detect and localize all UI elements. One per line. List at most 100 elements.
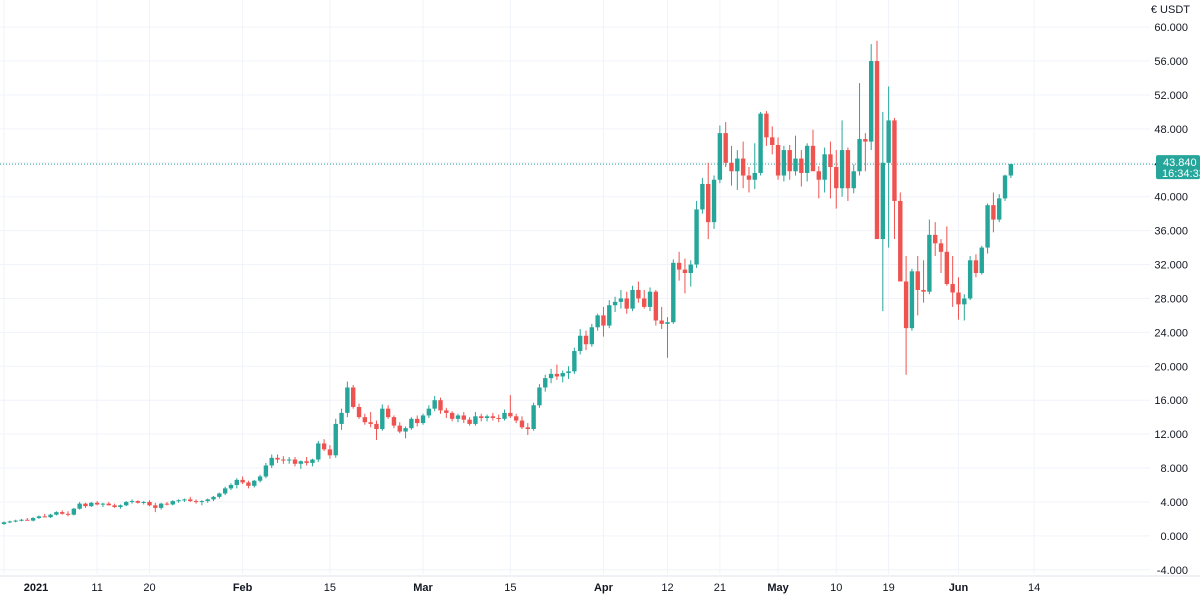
candle[interactable] bbox=[723, 122, 728, 168]
candle[interactable] bbox=[857, 83, 862, 176]
candle[interactable] bbox=[770, 126, 775, 155]
candle[interactable] bbox=[944, 226, 950, 286]
candle[interactable] bbox=[124, 501, 129, 507]
candle[interactable] bbox=[589, 323, 595, 347]
candle[interactable] bbox=[234, 478, 239, 489]
candle[interactable] bbox=[426, 405, 432, 418]
candle[interactable] bbox=[182, 498, 187, 502]
candle[interactable] bbox=[554, 364, 560, 380]
candle[interactable] bbox=[327, 445, 333, 459]
candle[interactable] bbox=[973, 254, 979, 278]
candle[interactable] bbox=[164, 501, 170, 506]
currency-label[interactable]: € USDT bbox=[1151, 4, 1190, 16]
candle[interactable] bbox=[839, 120, 845, 197]
candle[interactable] bbox=[845, 147, 851, 201]
candle[interactable] bbox=[385, 405, 391, 419]
candle[interactable] bbox=[415, 415, 420, 427]
candle[interactable] bbox=[647, 287, 653, 312]
candle[interactable] bbox=[729, 145, 734, 186]
candle[interactable] bbox=[77, 501, 82, 510]
candle[interactable] bbox=[304, 456, 309, 466]
candle[interactable] bbox=[1008, 163, 1014, 179]
candle[interactable] bbox=[240, 476, 245, 485]
candle[interactable] bbox=[193, 499, 199, 504]
candle[interactable] bbox=[321, 439, 327, 452]
candle[interactable] bbox=[618, 289, 624, 309]
candle[interactable] bbox=[19, 518, 24, 522]
candle[interactable] bbox=[362, 413, 368, 425]
candle[interactable] bbox=[222, 486, 228, 496]
candle[interactable] bbox=[764, 111, 769, 146]
candle[interactable] bbox=[519, 416, 525, 430]
candle[interactable] bbox=[601, 306, 606, 337]
candle[interactable] bbox=[851, 164, 856, 194]
candle[interactable] bbox=[706, 162, 711, 240]
candle[interactable] bbox=[822, 147, 827, 193]
candle[interactable] bbox=[345, 381, 350, 418]
candle[interactable] bbox=[886, 86, 891, 248]
candle[interactable] bbox=[374, 420, 379, 441]
candle[interactable] bbox=[624, 291, 629, 314]
candle[interactable] bbox=[962, 294, 967, 321]
candle[interactable] bbox=[147, 500, 152, 507]
candle[interactable] bbox=[746, 167, 752, 193]
candle[interactable] bbox=[42, 513, 47, 518]
candle[interactable] bbox=[106, 501, 111, 506]
candle[interactable] bbox=[513, 413, 519, 424]
candle[interactable] bbox=[898, 192, 903, 282]
candle[interactable] bbox=[25, 518, 30, 521]
candle[interactable] bbox=[444, 407, 449, 418]
candle[interactable] bbox=[89, 501, 94, 508]
candle[interactable] bbox=[269, 454, 274, 469]
candle[interactable] bbox=[659, 306, 664, 329]
candle[interactable] bbox=[292, 456, 298, 467]
candle[interactable] bbox=[356, 403, 362, 419]
candle[interactable] bbox=[438, 397, 443, 414]
candle[interactable] bbox=[548, 368, 554, 384]
candle[interactable] bbox=[60, 510, 65, 515]
time-axis[interactable]: 2021 11 20 Feb 15 Mar 15 Apr 12 21 May 10 19 Jun 14 bbox=[0, 575, 1200, 594]
candle[interactable] bbox=[793, 135, 798, 176]
price-axis[interactable]: 60.00056.00052.00048.00044.00040.00036.0… bbox=[1154, 22, 1188, 577]
candle[interactable] bbox=[252, 479, 257, 488]
candle[interactable] bbox=[921, 260, 926, 303]
candle[interactable] bbox=[915, 256, 920, 316]
candle[interactable] bbox=[642, 289, 647, 309]
candle[interactable] bbox=[135, 500, 141, 504]
candle[interactable] bbox=[71, 507, 77, 516]
candle[interactable] bbox=[612, 296, 618, 313]
candle[interactable] bbox=[781, 145, 787, 182]
candle[interactable] bbox=[665, 317, 670, 358]
candle[interactable] bbox=[758, 111, 763, 176]
candle[interactable] bbox=[892, 117, 897, 240]
candle[interactable] bbox=[48, 513, 53, 519]
candle[interactable] bbox=[158, 502, 164, 510]
candle[interactable] bbox=[566, 366, 571, 379]
candle[interactable] bbox=[496, 414, 501, 423]
candle[interactable] bbox=[956, 277, 961, 320]
candle[interactable] bbox=[816, 166, 821, 199]
candle[interactable] bbox=[13, 519, 18, 523]
candle[interactable] bbox=[711, 175, 717, 229]
candle[interactable] bbox=[682, 258, 688, 294]
candle[interactable] bbox=[700, 178, 705, 214]
candle[interactable] bbox=[636, 281, 641, 303]
candle[interactable] bbox=[775, 137, 781, 180]
candle[interactable] bbox=[717, 125, 723, 184]
candle[interactable] bbox=[83, 502, 88, 508]
candle[interactable] bbox=[263, 462, 269, 479]
candle[interactable] bbox=[30, 517, 36, 522]
candle[interactable] bbox=[484, 414, 490, 422]
candle[interactable] bbox=[217, 492, 222, 499]
candle[interactable] bbox=[351, 384, 356, 409]
candle[interactable] bbox=[94, 501, 100, 506]
candle[interactable] bbox=[36, 515, 42, 519]
candle[interactable] bbox=[502, 409, 507, 421]
candle[interactable] bbox=[100, 502, 106, 508]
candle[interactable] bbox=[880, 111, 886, 312]
candle[interactable] bbox=[339, 408, 344, 430]
candle[interactable] bbox=[583, 330, 589, 351]
candle[interactable] bbox=[188, 496, 193, 502]
candle[interactable] bbox=[752, 143, 757, 190]
candle[interactable] bbox=[54, 511, 59, 516]
